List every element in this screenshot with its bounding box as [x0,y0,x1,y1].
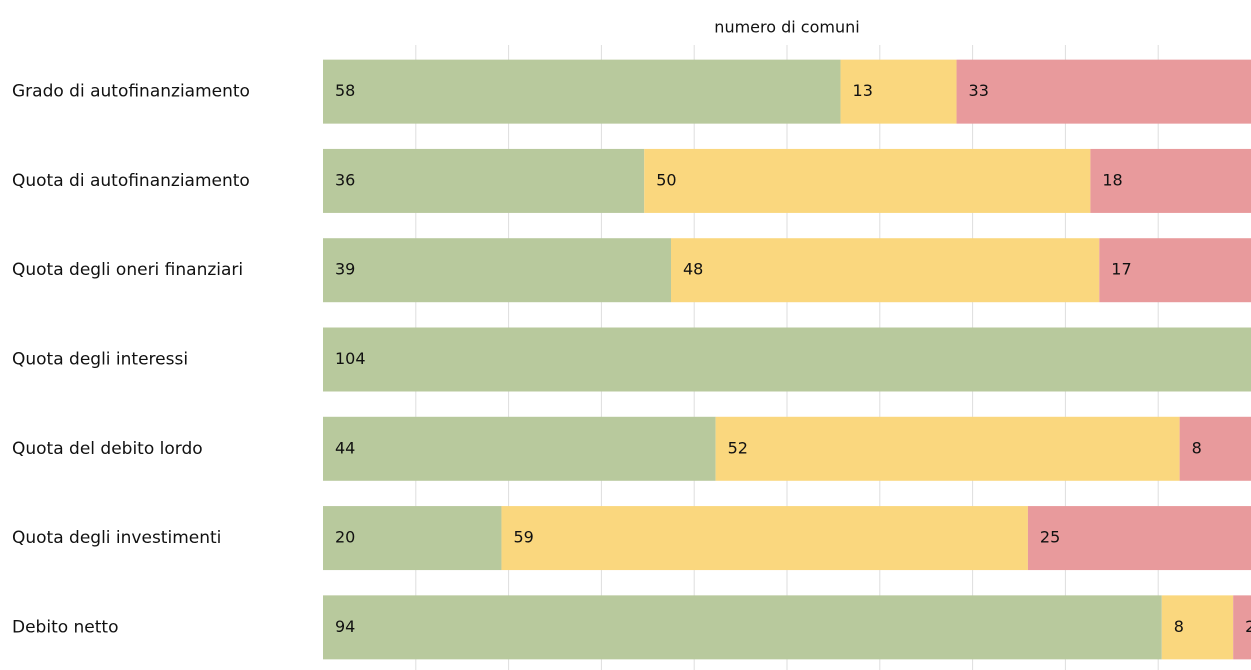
value-label: 94 [335,617,355,636]
bar-segment [1090,148,1251,213]
bar-segment [323,416,716,481]
category-label: Quota del debito lordo [12,439,203,459]
bar-segment [323,327,1251,392]
bar-segment [323,595,1162,660]
bar-segment [1233,595,1251,660]
category-label: Quota di autofinanziamento [12,171,250,191]
bar-segment [1027,506,1251,571]
axis-title: numero di comuni [714,18,859,37]
category-label: Quota degli oneri finanziari [12,260,243,280]
bar-segment [323,59,841,124]
value-label: 18 [1102,170,1122,189]
value-label: 17 [1111,260,1131,279]
bar-segment [715,416,1180,481]
value-label: 2 [1245,617,1251,636]
value-label: 36 [335,170,355,189]
value-label: 8 [1174,617,1184,636]
value-label: 58 [335,81,355,100]
bar-segment [1179,416,1251,481]
value-label: 13 [853,81,873,100]
value-label: 104 [335,349,366,368]
value-label: 39 [335,260,355,279]
bar-segment [323,148,645,213]
bar-segment [644,148,1091,213]
value-label: 33 [969,81,989,100]
bar-segment [323,238,671,303]
value-label: 8 [1192,438,1202,457]
category-label: Quota degli investimenti [12,528,221,548]
bar-segment [323,506,502,571]
bar-segment [1161,595,1234,660]
bar-segment [671,238,1100,303]
bar-segment [1099,238,1251,303]
bar-segment [501,506,1028,571]
value-label: 50 [656,170,676,189]
value-label: 59 [513,528,533,547]
value-label: 48 [683,260,703,279]
category-label: Debito netto [12,617,119,637]
value-label: 20 [335,528,355,547]
bar-segment [956,59,1251,124]
value-label: 44 [335,438,355,457]
category-label: Quota degli interessi [12,350,188,370]
value-label: 52 [728,438,748,457]
category-label: Grado di autofinanziamento [12,82,250,102]
bar-segment [840,59,957,124]
value-label: 25 [1040,528,1060,547]
